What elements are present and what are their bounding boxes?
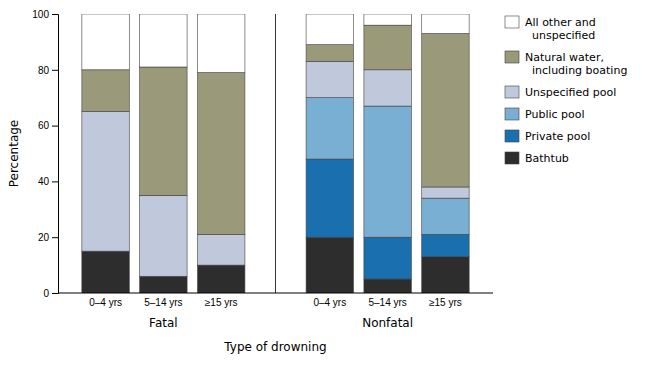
legend-label: Natural water, including boating bbox=[525, 51, 627, 77]
bar-segment bbox=[140, 14, 187, 67]
tick-mark bbox=[52, 181, 58, 182]
tick: ≥15 yrs bbox=[205, 293, 238, 308]
legend-item: Unspecified pool bbox=[505, 86, 616, 99]
legend-item: Public pool bbox=[505, 108, 585, 121]
group-label: Nonfatal bbox=[362, 316, 413, 330]
bar-segment bbox=[198, 14, 245, 73]
bar-segment bbox=[422, 34, 469, 187]
bar-segment bbox=[82, 112, 129, 252]
bar-segment bbox=[306, 237, 353, 293]
tick: 20 bbox=[38, 232, 58, 243]
tick-label: ≥15 yrs bbox=[429, 297, 462, 308]
separator bbox=[275, 14, 276, 293]
legend-label: Public pool bbox=[525, 108, 585, 121]
tick: 0 bbox=[43, 288, 58, 299]
x-axis: 0–4 yrs 5–14 yrs ≥15 yrs bbox=[89, 293, 237, 308]
bar-segment bbox=[364, 25, 411, 70]
bar-segment bbox=[364, 237, 411, 279]
tick-mark bbox=[52, 293, 58, 294]
axis-line bbox=[52, 15, 59, 294]
tick-mark bbox=[52, 14, 58, 15]
legend-swatch bbox=[505, 16, 519, 28]
tick: 0–4 yrs bbox=[89, 293, 122, 308]
bar-segment bbox=[422, 187, 469, 198]
bar-segment bbox=[306, 45, 353, 62]
legend-swatch bbox=[505, 152, 519, 164]
tick-mark bbox=[52, 237, 58, 238]
tick-label: 40 bbox=[38, 176, 50, 187]
bar-segment bbox=[306, 98, 353, 159]
bar-segment bbox=[82, 14, 129, 70]
legend-item: Private pool bbox=[505, 130, 590, 143]
tick: 40 bbox=[38, 176, 58, 187]
tick: 100 bbox=[32, 9, 58, 20]
tick-mark bbox=[52, 126, 58, 127]
tick: 5–14 yrs bbox=[144, 293, 182, 308]
bars bbox=[82, 14, 469, 293]
chart: 0 20 40 60 80 100 0–4 yrs 5–14 yrs ≥15 yrs Fatal 0… bbox=[0, 0, 645, 365]
tick-label: 5–14 yrs bbox=[144, 297, 182, 308]
tick-label: 20 bbox=[38, 232, 50, 243]
axis-line bbox=[58, 293, 493, 294]
tick-label: 0–4 yrs bbox=[89, 297, 122, 308]
y-axis-title: Percentage bbox=[7, 120, 21, 188]
x-axis-title: Type of drowning bbox=[223, 340, 326, 354]
bar-segment bbox=[306, 159, 353, 237]
group-label: Fatal bbox=[149, 316, 178, 330]
bar-segment bbox=[306, 61, 353, 97]
tick: 5–14 yrs bbox=[368, 293, 406, 308]
tick-label: 100 bbox=[32, 9, 49, 20]
bar-segment bbox=[422, 198, 469, 234]
bar-segment bbox=[140, 67, 187, 195]
bar-segment bbox=[364, 279, 411, 293]
legend-swatch bbox=[505, 51, 519, 63]
legend-swatch bbox=[505, 130, 519, 142]
tick-label: 5–14 yrs bbox=[368, 297, 406, 308]
legend-label: Private pool bbox=[525, 130, 590, 143]
bar-segment bbox=[140, 195, 187, 276]
legend-label: Bathtub bbox=[525, 152, 569, 165]
y-axis: 0 20 40 60 80 100 bbox=[32, 9, 58, 299]
legend-item: Bathtub bbox=[505, 152, 569, 165]
plot: 0 20 40 60 80 100 0–4 yrs 5–14 yrs ≥15 yrs Fatal 0… bbox=[7, 9, 627, 354]
tick-label: ≥15 yrs bbox=[205, 297, 238, 308]
legend-label: Unspecified pool bbox=[525, 86, 616, 99]
tick-label: 0 bbox=[43, 288, 49, 299]
tick-label: 80 bbox=[38, 65, 50, 76]
legend-swatch bbox=[505, 86, 519, 98]
bar-segment bbox=[82, 70, 129, 112]
legend-label: All other and unspecified bbox=[525, 16, 596, 42]
bar-segment bbox=[422, 234, 469, 256]
bar-segment bbox=[422, 257, 469, 293]
bar-segment bbox=[140, 276, 187, 293]
tick-label: 0–4 yrs bbox=[313, 297, 346, 308]
bar-segment bbox=[364, 70, 411, 106]
legend-item: All other and unspecified bbox=[505, 16, 596, 42]
bar-segment bbox=[422, 14, 469, 34]
x-axis: 0–4 yrs 5–14 yrs ≥15 yrs bbox=[313, 293, 461, 308]
bar-segment bbox=[198, 234, 245, 265]
bar-segment bbox=[364, 106, 411, 237]
tick: 80 bbox=[38, 65, 58, 76]
bar-segment bbox=[82, 251, 129, 293]
bar-segment bbox=[198, 73, 245, 235]
bar-segment bbox=[198, 265, 245, 293]
tick: ≥15 yrs bbox=[429, 293, 462, 308]
bar-segment bbox=[306, 14, 353, 45]
bar-segment bbox=[364, 14, 411, 25]
tick: 60 bbox=[38, 120, 58, 131]
legend-swatch bbox=[505, 108, 519, 120]
tick-label: 60 bbox=[38, 120, 50, 131]
tick: 0–4 yrs bbox=[313, 293, 346, 308]
tick-mark bbox=[52, 70, 58, 71]
legend: All other and unspecified Natural water, … bbox=[505, 16, 627, 165]
legend-item: Natural water, including boating bbox=[505, 51, 627, 77]
